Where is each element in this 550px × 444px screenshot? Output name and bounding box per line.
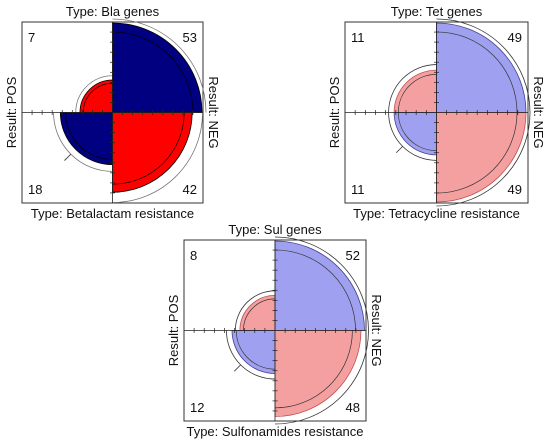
- sector-top-right: [274, 240, 365, 331]
- ring-inner-bottom-right: [112, 112, 185, 185]
- sector-top-left: [239, 294, 276, 331]
- sector-bottom-left: [231, 330, 276, 374]
- panel-right-label: Result: NEG: [369, 294, 384, 366]
- ring-inner-bottom-left: [65, 112, 113, 160]
- count-bottom-left: 12: [190, 400, 204, 415]
- sector-bottom-right: [274, 330, 362, 417]
- ring-inner-top-left: [82, 82, 113, 113]
- ring-inner-bottom-left: [235, 330, 276, 370]
- sector-top-left: [79, 79, 113, 113]
- ring-inner-top-right: [112, 31, 194, 113]
- count-bottom-right: 48: [346, 400, 360, 415]
- panel-right-label: Result: NEG: [206, 76, 221, 148]
- ring-inner-top-right: [436, 31, 518, 113]
- sector-top-left: [393, 69, 437, 113]
- ring-outer-top-right: [112, 18, 207, 113]
- count-top-right: 49: [508, 30, 522, 45]
- ring-outer-top-right: [436, 18, 531, 113]
- ring-inner-bottom-right: [274, 330, 353, 409]
- count-bottom-left: 18: [28, 182, 42, 197]
- ring-tick: [395, 146, 403, 154]
- panel-left-label: Result: POS: [327, 76, 342, 148]
- ring-inner-bottom-right: [436, 112, 518, 194]
- panel-title: Type: Bla genes: [66, 4, 160, 19]
- ring-inner-top-left: [243, 298, 276, 331]
- ring-outer-bottom-right: [436, 112, 531, 207]
- sector-bottom-right: [112, 112, 193, 193]
- ring-inner-top-right: [274, 249, 356, 331]
- count-top-left: 11: [351, 30, 365, 45]
- fourfold-panel-1: Type: Bla genes Type: Betalactam resistan…: [4, 4, 221, 221]
- panel-title: Type: Sul genes: [228, 222, 322, 237]
- panel-title: Type: Tet genes: [391, 4, 483, 19]
- count-top-right: 53: [183, 30, 197, 45]
- fourfold-panel-3: Type: Sul genes Type: Sulfonamides resist…: [166, 222, 384, 439]
- panel-bottom-label: Type: Sulfonamides resistance: [186, 424, 363, 439]
- sector-bottom-right: [436, 112, 527, 203]
- ring-outer-bottom-right: [274, 330, 369, 425]
- ring-outer-top-left: [234, 290, 276, 331]
- ring-outer-top-left: [388, 64, 437, 113]
- ring-tick: [64, 153, 72, 161]
- ring-inner-top-left: [397, 73, 437, 113]
- count-top-left: 8: [190, 248, 197, 263]
- count-bottom-right: 42: [183, 182, 197, 197]
- ring-outer-bottom-left: [53, 112, 113, 172]
- panel-left-label: Result: POS: [166, 294, 181, 366]
- sector-bottom-left: [59, 112, 113, 166]
- count-top-right: 52: [346, 248, 360, 263]
- sector-top-right: [112, 22, 203, 113]
- ring-inner-bottom-left: [397, 112, 437, 152]
- panel-right-label: Result: NEG: [531, 76, 546, 148]
- ring-tick: [233, 364, 241, 372]
- panel-bottom-label: Type: Betalactam resistance: [31, 206, 194, 221]
- count-top-left: 7: [28, 30, 35, 45]
- ring-outer-top-right: [274, 236, 369, 331]
- ring-outer-top-left: [75, 75, 113, 113]
- sector-bottom-left: [393, 112, 437, 156]
- sector-top-right: [436, 22, 527, 113]
- ring-outer-bottom-right: [112, 112, 203, 203]
- panel-bottom-label: Type: Tetracycline resistance: [353, 206, 520, 221]
- fourfold-panel-2: Type: Tet genes Type: Tetracycline resist…: [327, 4, 546, 221]
- panel-left-label: Result: POS: [4, 76, 19, 148]
- count-bottom-left: 11: [351, 182, 365, 197]
- count-bottom-right: 49: [508, 182, 522, 197]
